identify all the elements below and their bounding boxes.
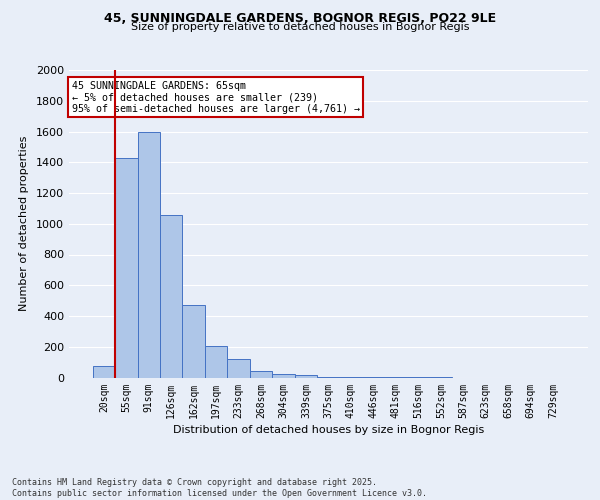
Bar	[137, 132, 160, 378]
Bar	[317, 376, 340, 378]
Y-axis label: Number of detached properties: Number of detached properties	[19, 136, 29, 312]
Bar	[92, 366, 115, 378]
Bar	[160, 214, 182, 378]
Bar	[250, 370, 272, 378]
Bar	[272, 374, 295, 378]
Text: 45, SUNNINGDALE GARDENS, BOGNOR REGIS, PO22 9LE: 45, SUNNINGDALE GARDENS, BOGNOR REGIS, P…	[104, 12, 496, 26]
Text: 45 SUNNINGDALE GARDENS: 65sqm
← 5% of detached houses are smaller (239)
95% of s: 45 SUNNINGDALE GARDENS: 65sqm ← 5% of de…	[71, 81, 359, 114]
Bar	[182, 305, 205, 378]
Bar	[295, 375, 317, 378]
Bar	[115, 158, 137, 378]
Text: Size of property relative to detached houses in Bognor Regis: Size of property relative to detached ho…	[131, 22, 469, 32]
X-axis label: Distribution of detached houses by size in Bognor Regis: Distribution of detached houses by size …	[173, 424, 484, 434]
Bar	[227, 359, 250, 378]
Text: Contains HM Land Registry data © Crown copyright and database right 2025.
Contai: Contains HM Land Registry data © Crown c…	[12, 478, 427, 498]
Bar	[205, 346, 227, 378]
